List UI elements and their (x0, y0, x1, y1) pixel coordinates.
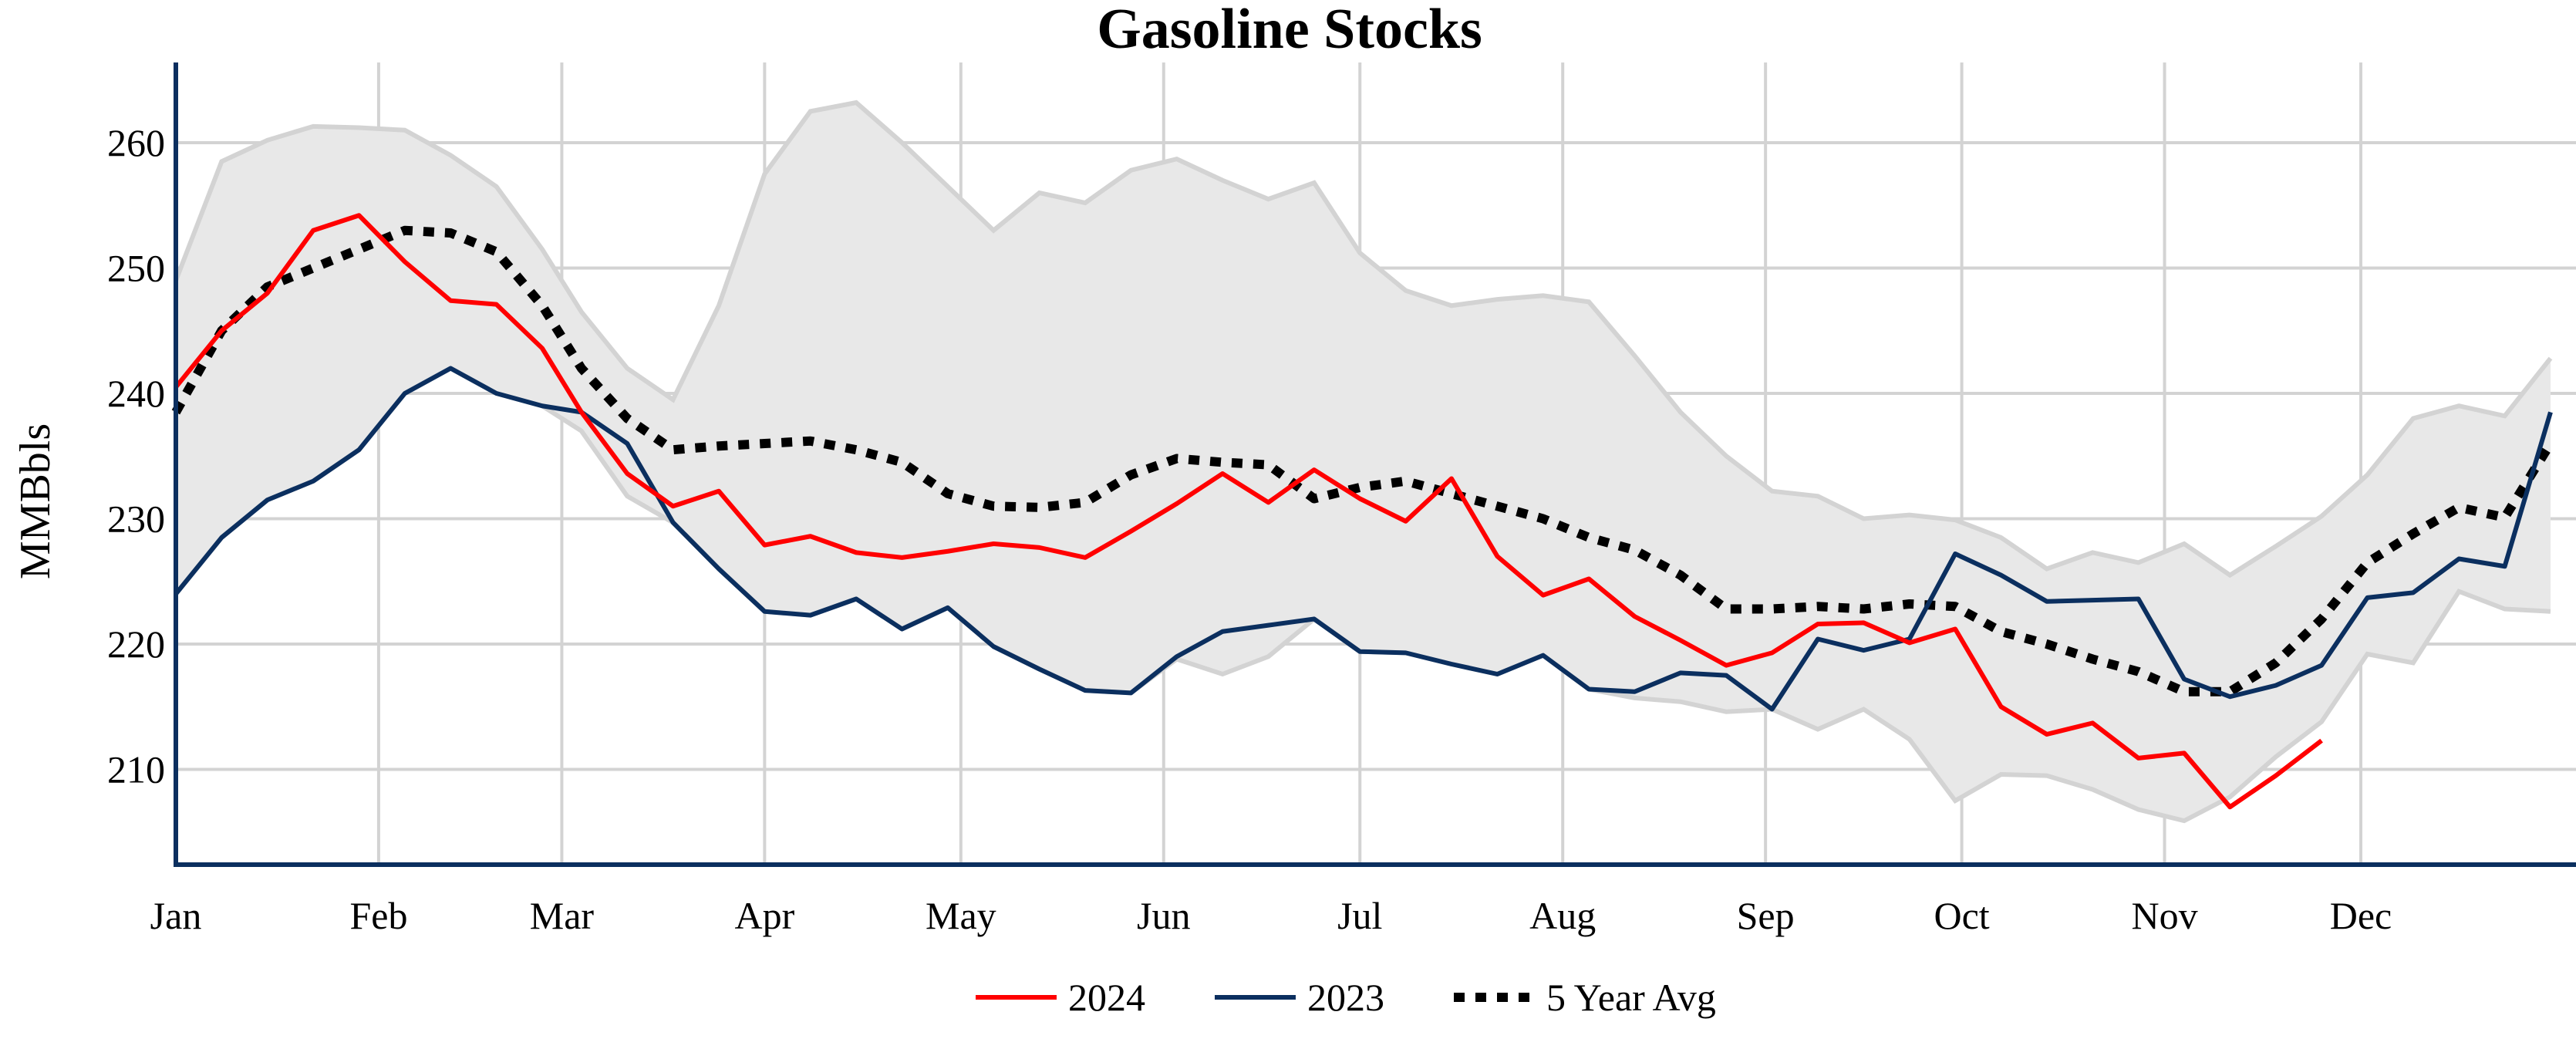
x-tick-label: Mar (530, 894, 595, 937)
five-year-range-band (174, 100, 2553, 824)
x-tick-label: Oct (1934, 894, 1989, 937)
legend-label: 2023 (1307, 976, 1384, 1019)
axes (174, 62, 2576, 867)
x-tick-label: Jul (1337, 894, 1382, 937)
series-lines (171, 213, 2555, 810)
series-line-2024 (174, 213, 2323, 810)
y-tick-label: 250 (107, 247, 165, 290)
series-line-5-year-avg (171, 225, 2555, 697)
x-tick-label: Feb (349, 894, 407, 937)
y-tick-label: 220 (107, 622, 165, 666)
range-band-fill (176, 103, 2551, 821)
x-tick-label: Jan (150, 894, 202, 937)
x-tick-label: Sep (1737, 894, 1795, 937)
chart-title: Gasoline Stocks (1097, 0, 1482, 61)
x-tick-label: Apr (735, 894, 795, 937)
legend: 2024 2023 5 Year Avg (976, 976, 1716, 1019)
y-axis-label: MMBbls (12, 423, 59, 579)
x-tick-label: Nov (2131, 894, 2197, 937)
y-tick-label: 230 (107, 498, 165, 541)
legend-label: 2024 (1068, 976, 1145, 1019)
y-tick-label: 210 (107, 748, 165, 791)
range-max-line (174, 100, 2553, 578)
y-tick-label: 240 (107, 372, 165, 415)
x-tick-label: May (926, 894, 996, 937)
x-tick-label: Jun (1137, 894, 1190, 937)
y-tick-label: 260 (107, 121, 165, 164)
legend-label: 5 Year Avg (1546, 976, 1716, 1019)
x-tick-label: Dec (2330, 894, 2392, 937)
x-tick-label: Aug (1529, 894, 1596, 937)
series-line-2023 (174, 366, 2553, 712)
tick-labels: 210 220 230 240 250 260 Jan Feb Mar Apr May Jun Jul A… (107, 121, 2392, 937)
